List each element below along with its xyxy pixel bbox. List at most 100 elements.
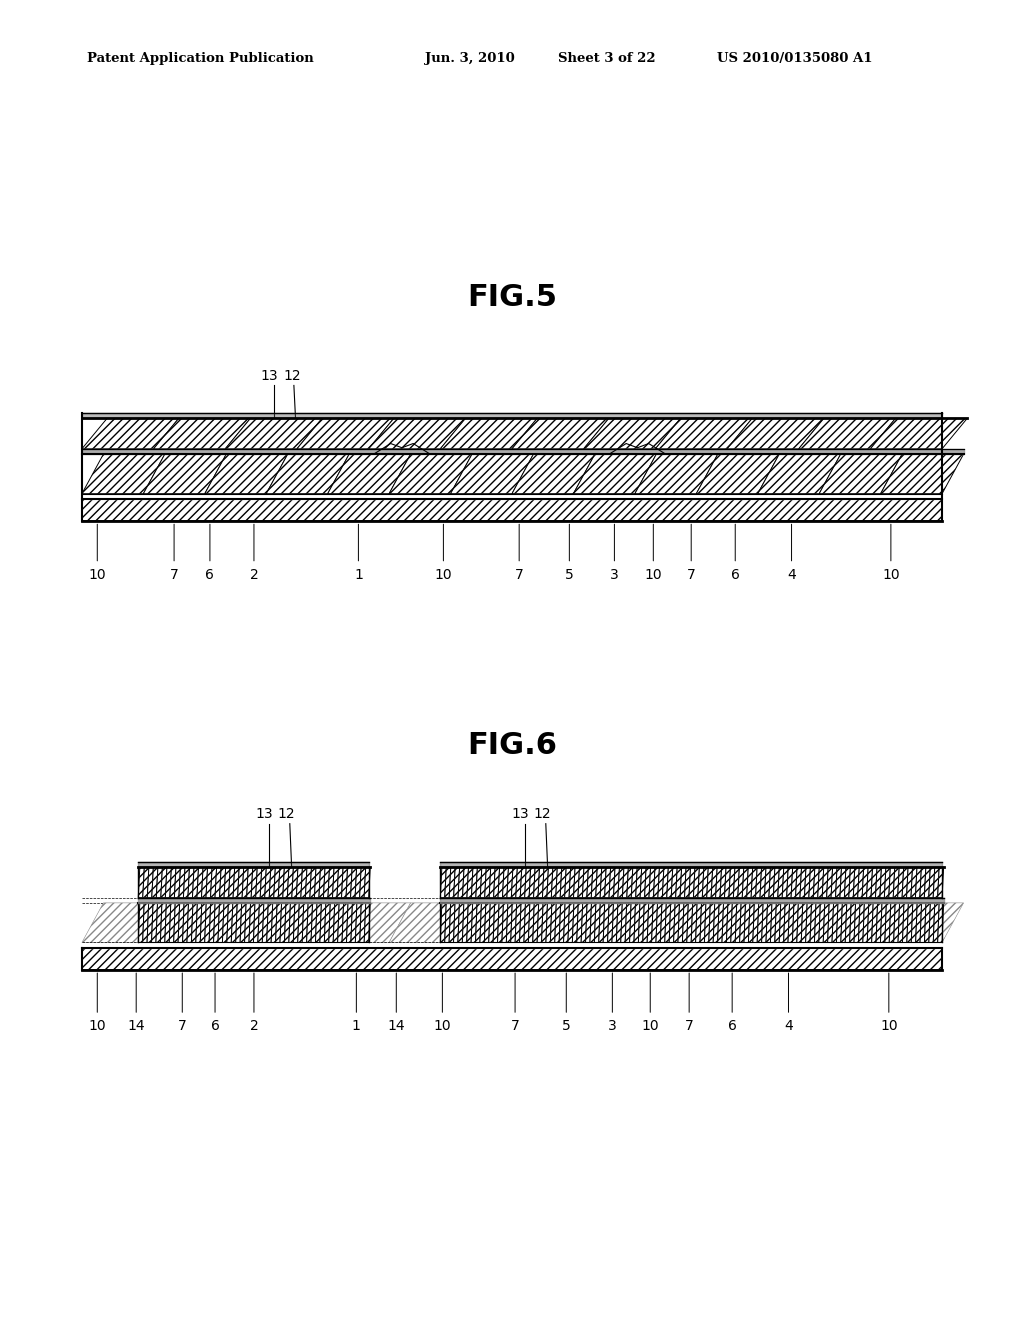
Polygon shape — [236, 903, 242, 942]
Polygon shape — [369, 418, 466, 449]
Polygon shape — [328, 454, 411, 494]
Polygon shape — [712, 867, 717, 898]
Polygon shape — [249, 903, 255, 942]
Polygon shape — [678, 903, 684, 942]
Polygon shape — [630, 903, 636, 942]
Polygon shape — [729, 867, 735, 898]
Polygon shape — [214, 903, 219, 942]
Polygon shape — [631, 867, 637, 898]
Polygon shape — [228, 867, 234, 898]
Polygon shape — [760, 867, 766, 898]
Polygon shape — [906, 867, 912, 898]
Text: 4: 4 — [787, 568, 796, 582]
Polygon shape — [705, 903, 711, 942]
Text: Jun. 3, 2010: Jun. 3, 2010 — [425, 51, 515, 65]
Text: 13: 13 — [255, 807, 273, 821]
Polygon shape — [858, 903, 864, 942]
Polygon shape — [819, 903, 824, 942]
Polygon shape — [573, 903, 656, 942]
Polygon shape — [489, 867, 496, 898]
Polygon shape — [205, 903, 211, 942]
Polygon shape — [280, 903, 286, 942]
Polygon shape — [454, 903, 460, 942]
Text: 1: 1 — [354, 568, 362, 582]
Polygon shape — [799, 418, 895, 449]
Polygon shape — [583, 867, 589, 898]
Polygon shape — [480, 903, 485, 942]
Polygon shape — [538, 867, 544, 898]
Polygon shape — [292, 867, 298, 898]
Polygon shape — [503, 867, 509, 898]
Polygon shape — [788, 903, 794, 942]
Polygon shape — [187, 903, 193, 942]
Polygon shape — [451, 454, 534, 494]
Polygon shape — [749, 903, 755, 942]
Text: 13: 13 — [260, 368, 279, 383]
Polygon shape — [871, 903, 878, 942]
Polygon shape — [898, 867, 903, 898]
Text: 14: 14 — [387, 1019, 406, 1034]
Polygon shape — [836, 867, 842, 898]
Polygon shape — [827, 903, 834, 942]
Polygon shape — [266, 903, 272, 942]
Polygon shape — [853, 867, 859, 898]
Polygon shape — [757, 903, 763, 942]
Polygon shape — [586, 903, 592, 942]
Polygon shape — [224, 867, 230, 898]
Polygon shape — [305, 867, 311, 898]
Polygon shape — [467, 903, 473, 942]
Polygon shape — [837, 903, 843, 942]
Text: 10: 10 — [433, 1019, 452, 1034]
Polygon shape — [695, 903, 701, 942]
Polygon shape — [359, 867, 366, 898]
Polygon shape — [770, 903, 776, 942]
Polygon shape — [494, 903, 499, 942]
Polygon shape — [515, 903, 521, 942]
Polygon shape — [258, 903, 264, 942]
Polygon shape — [665, 903, 671, 942]
Polygon shape — [862, 867, 868, 898]
Polygon shape — [849, 867, 855, 898]
Text: FIG.5: FIG.5 — [467, 282, 557, 312]
Polygon shape — [653, 867, 659, 898]
Polygon shape — [152, 903, 158, 942]
Polygon shape — [193, 867, 199, 898]
Polygon shape — [450, 903, 455, 942]
Polygon shape — [564, 867, 570, 898]
Polygon shape — [319, 903, 326, 942]
Polygon shape — [532, 903, 539, 942]
Polygon shape — [572, 903, 579, 942]
Polygon shape — [488, 903, 495, 942]
Polygon shape — [143, 903, 226, 942]
Polygon shape — [889, 867, 895, 898]
Polygon shape — [209, 903, 215, 942]
Polygon shape — [573, 867, 580, 898]
Polygon shape — [454, 867, 460, 898]
Polygon shape — [911, 867, 918, 898]
Polygon shape — [833, 903, 838, 942]
Polygon shape — [744, 903, 750, 942]
Polygon shape — [902, 867, 908, 898]
Polygon shape — [587, 867, 593, 898]
Polygon shape — [82, 499, 942, 521]
Text: 3: 3 — [608, 1019, 616, 1034]
Polygon shape — [550, 903, 556, 942]
Polygon shape — [584, 418, 681, 449]
Polygon shape — [775, 903, 780, 942]
Polygon shape — [222, 903, 228, 942]
Polygon shape — [484, 903, 490, 942]
Polygon shape — [142, 903, 148, 942]
Polygon shape — [507, 867, 513, 898]
Polygon shape — [471, 867, 477, 898]
Polygon shape — [582, 903, 587, 942]
Polygon shape — [627, 867, 633, 898]
Polygon shape — [351, 903, 357, 942]
Polygon shape — [524, 903, 529, 942]
Polygon shape — [933, 903, 939, 942]
Polygon shape — [742, 867, 749, 898]
Polygon shape — [306, 903, 312, 942]
Polygon shape — [178, 903, 184, 942]
Polygon shape — [644, 867, 650, 898]
Polygon shape — [778, 867, 783, 898]
Polygon shape — [196, 903, 202, 942]
